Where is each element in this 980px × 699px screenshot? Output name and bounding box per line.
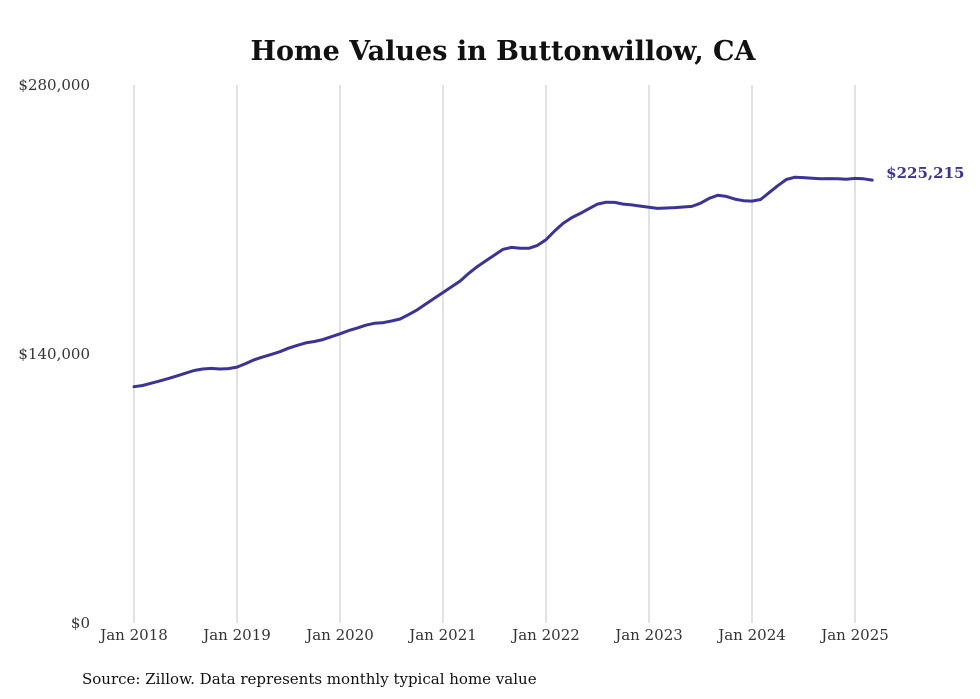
source-note: Source: Zillow. Data represents monthly …: [82, 670, 537, 688]
x-tick-label: Jan 2022: [510, 626, 580, 644]
x-tick-label: Jan 2020: [304, 626, 374, 644]
chart-title: Home Values in Buttonwillow, CA: [251, 36, 757, 67]
x-tick-label: Jan 2024: [716, 626, 786, 644]
y-tick-label: $140,000: [18, 345, 90, 363]
y-tick-label: $0: [71, 614, 90, 632]
x-tick-label: Jan 2025: [819, 626, 889, 644]
y-axis-ticks: $0 $140,000 $280,000: [18, 76, 90, 632]
x-axis-ticks: Jan 2018 Jan 2019 Jan 2020 Jan 2021 Jan 2022…: [98, 626, 889, 644]
x-tick-label: Jan 2018: [98, 626, 168, 644]
grid-layer: [133, 85, 856, 623]
series-line: [132, 175, 874, 389]
x-tick-label: Jan 2021: [407, 626, 477, 644]
y-tick-label: $280,000: [18, 76, 90, 94]
end-value-label: $225,215: [886, 164, 964, 182]
x-tick-label: Jan 2023: [613, 626, 683, 644]
x-tick-label: Jan 2019: [201, 626, 271, 644]
